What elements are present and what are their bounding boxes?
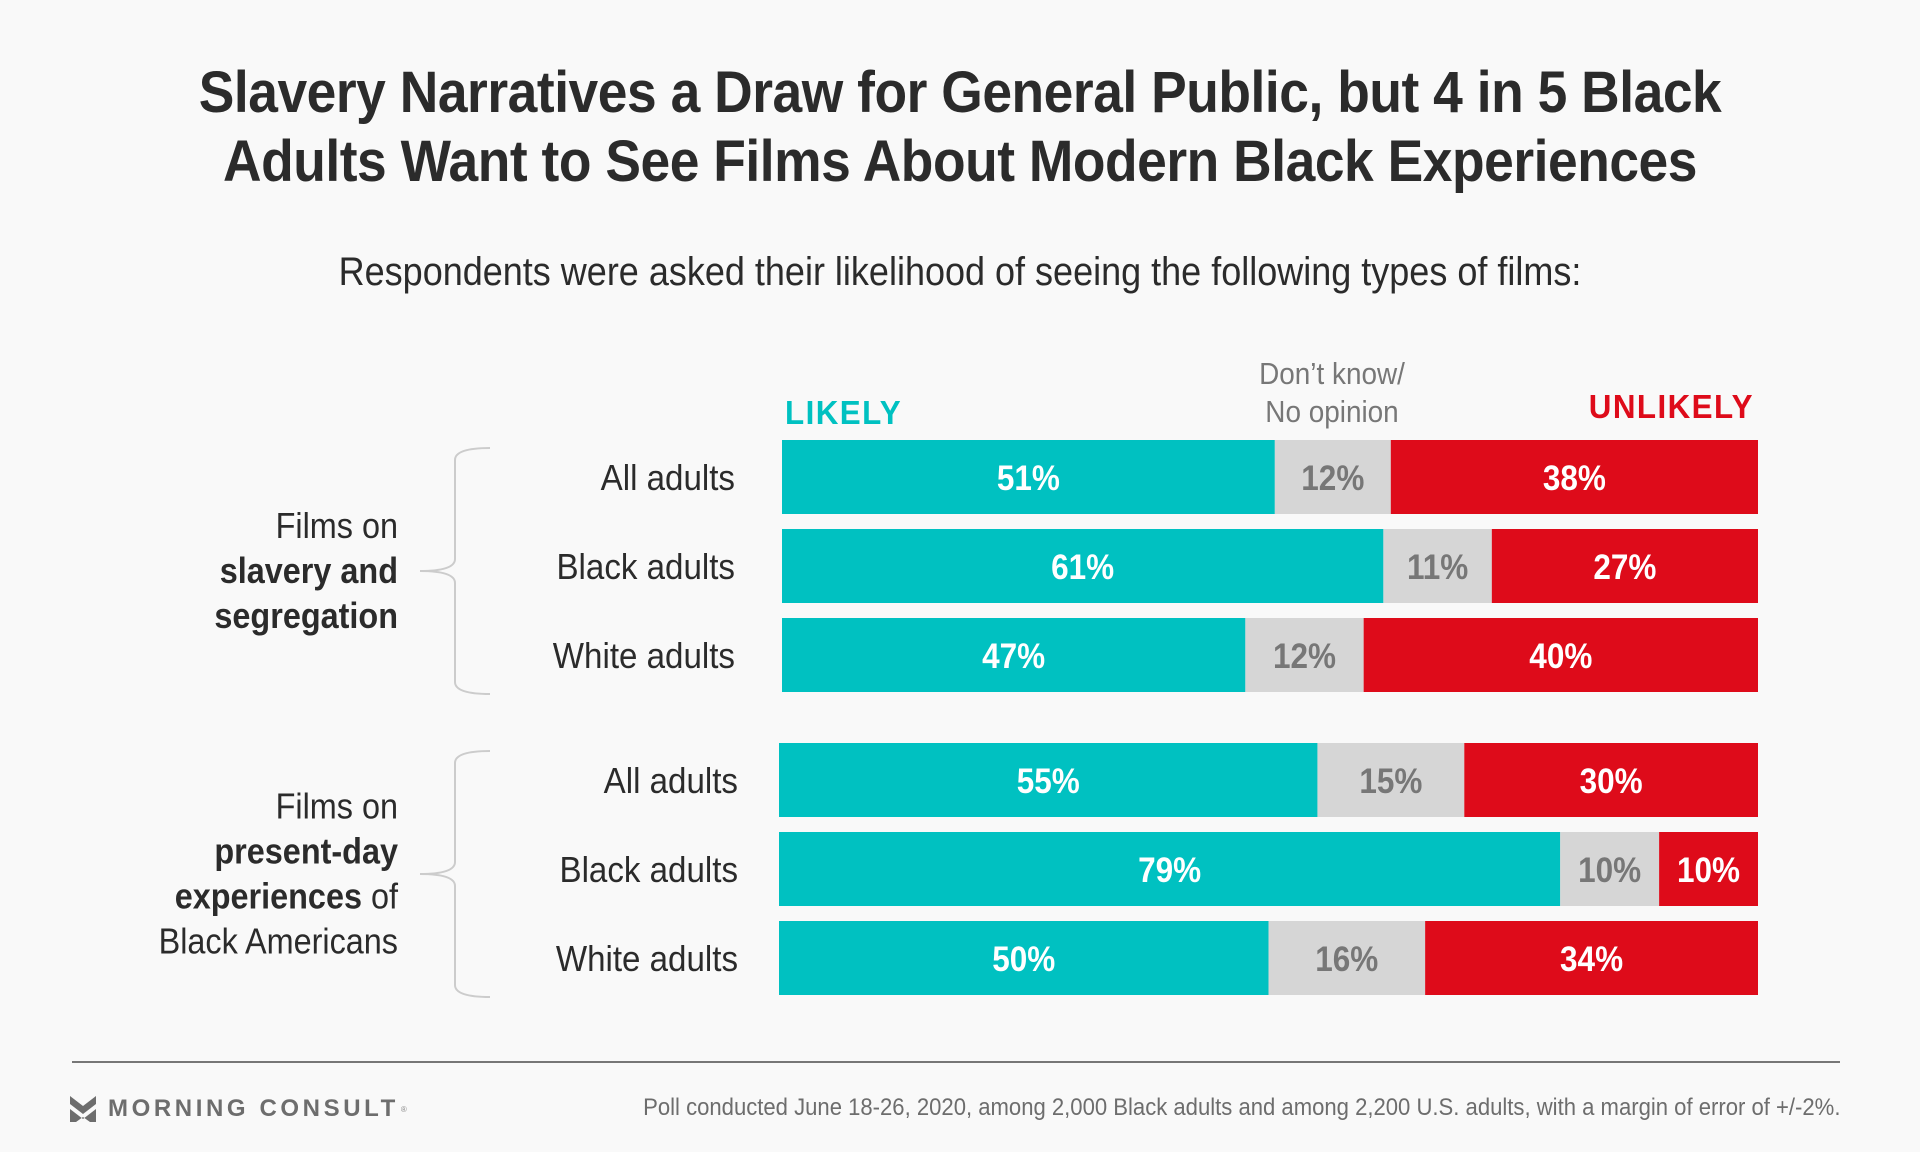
legend-unlikely: UNLIKELY xyxy=(1589,388,1754,425)
bar-segment-likely xyxy=(782,440,1275,514)
data-label-unlikely: 34% xyxy=(1560,941,1623,980)
row-label: All adults xyxy=(604,762,738,802)
group-label-segment: present-day xyxy=(214,832,398,872)
chart-subtitle: Respondents were asked their likelihood … xyxy=(338,250,1582,294)
data-label-unlikely: 40% xyxy=(1529,638,1592,677)
data-label-unlikely: 27% xyxy=(1593,549,1656,588)
group-label-2-line-3: experiences of xyxy=(175,877,399,917)
bar-segment-dont-know xyxy=(1268,921,1426,995)
group-label-segment: Films on xyxy=(276,506,398,546)
data-label-dont-know: 12% xyxy=(1273,638,1336,677)
data-label-likely: 55% xyxy=(1017,763,1080,802)
chart-title-line-1: Slavery Narratives a Draw for General Pu… xyxy=(198,60,1722,125)
data-label-dont-know: 15% xyxy=(1359,763,1422,802)
group-label-1-line-3: segregation xyxy=(214,596,398,636)
data-label-dont-know: 12% xyxy=(1301,460,1364,499)
group-label-segment: Films on xyxy=(276,787,398,827)
group-label-segment: slavery and xyxy=(220,551,398,591)
bar-segment-unlikely xyxy=(1659,832,1758,906)
bar-segment-unlikely xyxy=(1425,921,1758,995)
bar-segment-unlikely xyxy=(1390,440,1758,514)
bar-segment-likely xyxy=(779,921,1269,995)
chart-title: Slavery Narratives a Draw for General Pu… xyxy=(77,58,1843,196)
morning-consult-logo: MORNING CONSULT ® xyxy=(70,1094,407,1124)
bar-segment-dont-know xyxy=(1560,832,1660,906)
data-label-likely: 79% xyxy=(1138,852,1201,891)
group-label-segment: segregation xyxy=(214,596,398,636)
group-label-2-line-4: Black Americans xyxy=(159,922,398,962)
group-label-2-line-1: Films on xyxy=(276,787,398,827)
data-label-unlikely: 10% xyxy=(1677,852,1740,891)
bar-segment-likely xyxy=(779,832,1561,906)
bar-segment-dont-know xyxy=(1245,618,1364,692)
bar-segment-unlikely xyxy=(1363,618,1758,692)
group-label-1-line-2: slavery and xyxy=(220,551,398,591)
row-label: White adults xyxy=(556,940,738,980)
legend-dont-know-line-1: Don’t know/ xyxy=(1259,357,1405,392)
data-label-likely: 61% xyxy=(1051,549,1114,588)
row-label: Black adults xyxy=(559,851,738,891)
legend-dont-know-line-2: No opinion xyxy=(1265,395,1398,430)
data-label-dont-know: 10% xyxy=(1578,852,1641,891)
data-label-likely: 47% xyxy=(982,638,1045,677)
source-note: Poll conducted June 18-26, 2020, among 2… xyxy=(642,1094,1840,1121)
data-label-unlikely: 30% xyxy=(1580,763,1643,802)
group-label-segment: of xyxy=(362,877,398,917)
bar-segment-likely xyxy=(782,618,1246,692)
bar-segment-unlikely xyxy=(1491,529,1758,603)
group-brace-1 xyxy=(419,447,491,695)
bar-segment-likely xyxy=(779,743,1318,817)
bar-segment-dont-know xyxy=(1274,440,1391,514)
bar-segment-unlikely xyxy=(1464,743,1758,817)
registered-mark: ® xyxy=(400,1104,407,1114)
group-label-1-line-1: Films on xyxy=(276,506,398,546)
morning-consult-logo-icon xyxy=(70,1096,96,1122)
bar-segment-dont-know xyxy=(1317,743,1465,817)
row-label: White adults xyxy=(553,637,735,677)
group-label-segment: experiences xyxy=(175,877,362,917)
row-label: All adults xyxy=(601,459,735,499)
bar-segment-likely xyxy=(782,529,1384,603)
footer-divider xyxy=(72,1061,1840,1063)
group-label-2-line-2: present-day xyxy=(214,832,398,872)
data-label-likely: 50% xyxy=(992,941,1055,980)
group-brace-2 xyxy=(419,750,491,998)
data-label-likely: 51% xyxy=(997,460,1060,499)
group-label-segment: Black Americans xyxy=(159,922,398,962)
brand-name: MORNING CONSULT xyxy=(108,1095,399,1122)
bar-segment-dont-know xyxy=(1383,529,1492,603)
chart-title-line-2: Adults Want to See Films About Modern Bl… xyxy=(222,129,1697,194)
row-label: Black adults xyxy=(556,548,735,588)
data-label-unlikely: 38% xyxy=(1543,460,1606,499)
data-label-dont-know: 11% xyxy=(1407,549,1468,588)
legend-likely: LIKELY xyxy=(785,394,902,431)
data-label-dont-know: 16% xyxy=(1315,941,1378,980)
